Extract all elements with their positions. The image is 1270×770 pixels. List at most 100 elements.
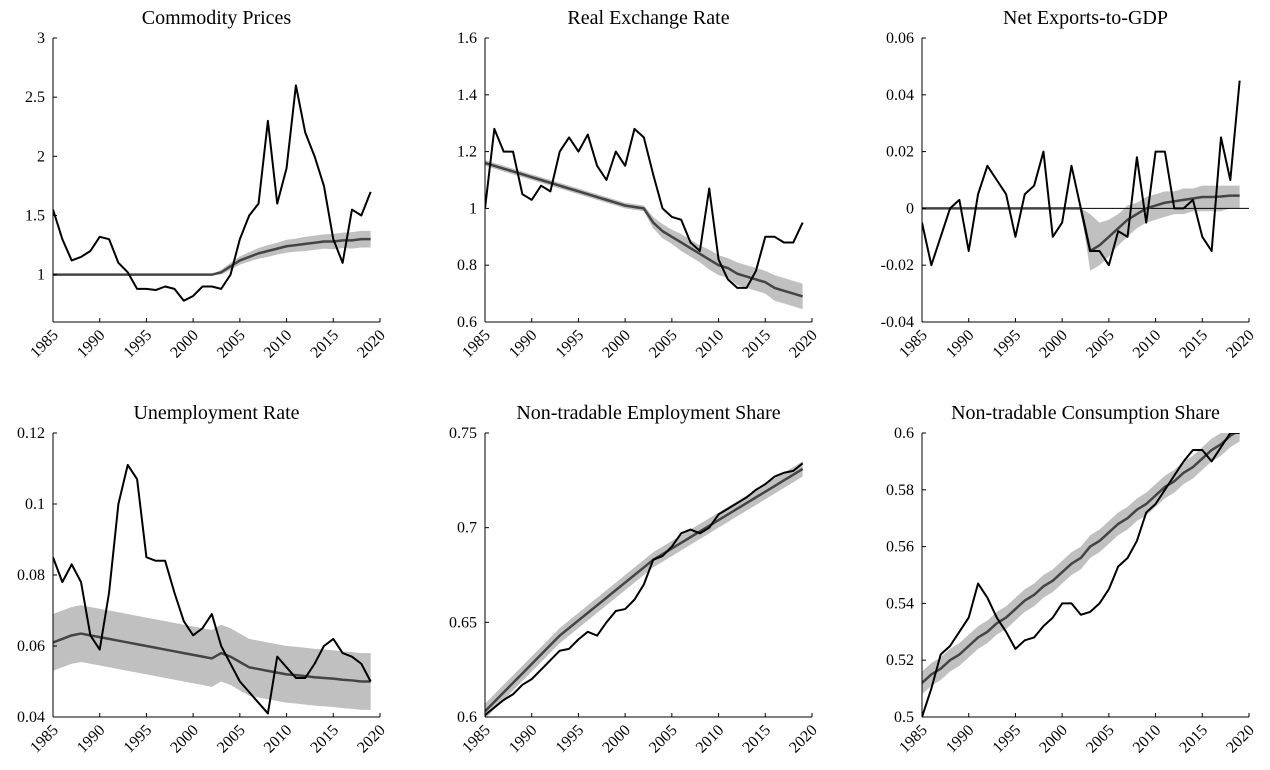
y-tick-label: 0.12 (17, 425, 45, 442)
data-line (53, 463, 372, 715)
plot-area (485, 127, 804, 310)
y-tick-label: 0.08 (17, 567, 45, 584)
x-tick-label: 2015 (1176, 327, 1211, 362)
data-line (485, 467, 804, 713)
x-tick-label: 1995 (553, 327, 588, 362)
panel: Non-tradable Employment Share 0.6 0.65 0.7 0… (449, 402, 821, 756)
plot-area (485, 461, 804, 717)
panel-title: Commodity Prices (142, 7, 292, 29)
x-tick-label: 2020 (1223, 722, 1258, 757)
y-tick-label: 1 (37, 267, 45, 284)
x-tick-label: 2020 (354, 722, 389, 757)
y-tick-label: 0.5 (894, 709, 914, 726)
y-tick-label: 0.6 (457, 314, 477, 331)
panel-title: Net Exports-to-GDP (1003, 7, 1168, 29)
x-tick-label: 1985 (27, 327, 62, 362)
x-tick-label: 1995 (121, 722, 156, 757)
x-tick-label: 2010 (261, 722, 296, 757)
x-tick-label: 1985 (896, 722, 931, 757)
panel-title: Non-tradable Employment Share (516, 402, 780, 424)
fan-band (1080, 185, 1240, 271)
x-tick-label: 2000 (1036, 722, 1071, 757)
y-tick-label: 0.1 (25, 496, 45, 513)
fan-band (485, 160, 803, 310)
x-tick-label: 1985 (896, 327, 931, 362)
data-line (485, 161, 804, 298)
y-tick-label: -0.04 (881, 314, 914, 331)
x-tick-label: 1990 (943, 722, 978, 757)
y-tick-label: 0.6 (457, 709, 477, 726)
y-tick-label: 1 (469, 200, 477, 217)
plot-area (53, 84, 372, 302)
data-line (922, 433, 1238, 684)
x-tick-label: 1985 (27, 722, 62, 757)
y-tick-label: 0.6 (894, 425, 914, 442)
y-tick-label: 1.2 (457, 144, 477, 161)
x-tick-label: 1995 (990, 722, 1025, 757)
y-tick-label: 0.7 (457, 520, 477, 537)
data-line (485, 127, 804, 289)
x-tick-label: 2020 (1223, 327, 1258, 362)
x-tick-label: 2015 (307, 327, 342, 362)
x-tick-label: 2015 (307, 722, 342, 757)
x-tick-label: 2000 (599, 327, 634, 362)
data-line (53, 237, 371, 276)
fan-band (485, 461, 803, 717)
x-tick-label: 1990 (506, 327, 541, 362)
x-tick-label: 2015 (739, 722, 774, 757)
y-tick-label: 2 (37, 148, 45, 165)
y-tick-label: 2.5 (25, 89, 45, 106)
panel: Real Exchange Rate 0.6 0.8 1 1.2 1.4 1.6 1985 19… (457, 7, 821, 361)
y-tick-label: 0.06 (886, 30, 914, 47)
x-tick-label: 2005 (1083, 722, 1118, 757)
x-tick-label: 1995 (990, 327, 1025, 362)
x-tick-label: 1990 (943, 327, 978, 362)
x-tick-label: 2005 (646, 327, 681, 362)
x-tick-label: 2000 (167, 722, 202, 757)
x-tick-label: 1985 (459, 722, 494, 757)
data-line (53, 84, 372, 302)
x-tick-label: 2010 (693, 327, 728, 362)
panel-title: Non-tradable Consumption Share (951, 402, 1220, 424)
y-tick-label: 0.04 (886, 87, 914, 104)
x-tick-label: 2010 (1130, 327, 1165, 362)
panel-title: Unemployment Rate (133, 402, 299, 424)
y-tick-label: -0.02 (881, 257, 914, 274)
panel: Non-tradable Consumption Share 0.5 0.52 0.5… (886, 402, 1258, 756)
data-line (53, 632, 371, 683)
panel: Net Exports-to-GDP -0.04 -0.02 0 0.02 0.04 0.0… (881, 7, 1258, 361)
x-tick-label: 2010 (261, 327, 296, 362)
x-tick-label: 2005 (214, 327, 249, 362)
data-line (922, 433, 1240, 717)
data-line (922, 80, 1241, 267)
x-tick-label: 1990 (74, 722, 109, 757)
x-tick-label: 1985 (459, 327, 494, 362)
y-tick-label: 0.65 (449, 614, 477, 631)
x-tick-label: 2020 (786, 327, 821, 362)
x-tick-label: 2020 (354, 327, 389, 362)
y-tick-label: 0 (906, 200, 914, 217)
x-tick-label: 2010 (693, 722, 728, 757)
x-tick-label: 2005 (1083, 327, 1118, 362)
x-tick-label: 2005 (214, 722, 249, 757)
x-tick-label: 2000 (599, 722, 634, 757)
x-tick-label: 2015 (739, 327, 774, 362)
y-tick-label: 1.5 (25, 208, 45, 225)
y-tick-label: 0.75 (449, 425, 477, 442)
x-tick-label: 2000 (167, 327, 202, 362)
x-tick-label: 2005 (646, 722, 681, 757)
panel: Unemployment Rate 0.04 0.06 0.08 0.1 0.12 1985… (17, 402, 389, 756)
y-tick-label: 1.4 (457, 87, 477, 104)
y-tick-label: 0.06 (17, 638, 45, 655)
x-tick-label: 2020 (786, 722, 821, 757)
panel-title: Real Exchange Rate (567, 7, 729, 29)
y-tick-label: 3 (37, 30, 45, 47)
plot-area (922, 433, 1240, 717)
y-tick-label: 0.04 (17, 709, 45, 726)
plot-area (922, 80, 1249, 271)
data-line (485, 462, 804, 716)
y-tick-label: 1.6 (457, 30, 477, 47)
y-tick-label: 0.02 (886, 144, 914, 161)
y-tick-label: 0.54 (886, 595, 914, 612)
